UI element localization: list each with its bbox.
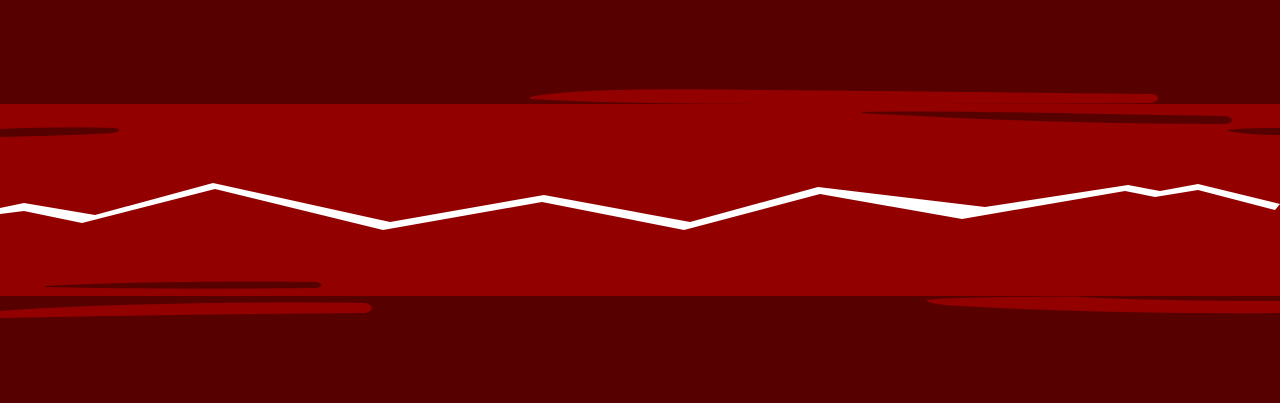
white-zigzag-line — [0, 183, 1280, 230]
brush-stroke-bottom-left-red — [0, 302, 372, 318]
middle-red-band — [0, 104, 1280, 297]
brush-stroke-lower-left-dark — [45, 281, 322, 289]
brush-stroke-bottom-right-dark-sliver — [1080, 296, 1280, 301]
brush-stroke-top-red — [530, 89, 1158, 104]
brush-stroke-upper-left-dark — [0, 127, 120, 137]
brush-stroke-bottom-right-red — [926, 296, 1280, 314]
top-dark-band — [0, 0, 1280, 106]
brush-stroke-right-edge-dark — [1228, 128, 1280, 135]
brush-stroke-upper-right-dark — [862, 111, 1232, 124]
